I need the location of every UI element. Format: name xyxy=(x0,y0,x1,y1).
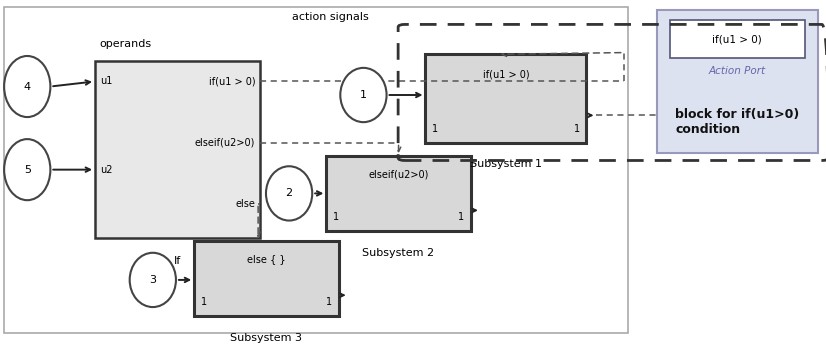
Ellipse shape xyxy=(4,139,50,200)
Text: else { }: else { } xyxy=(247,255,286,265)
Ellipse shape xyxy=(266,166,312,221)
Text: 1: 1 xyxy=(432,124,438,134)
Text: u1: u1 xyxy=(100,76,112,86)
Text: if(u1 > 0): if(u1 > 0) xyxy=(209,76,255,86)
Bar xyxy=(95,61,260,237)
Text: Subsystem 2: Subsystem 2 xyxy=(363,248,434,258)
Bar xyxy=(194,241,339,315)
Text: Subsystem 1: Subsystem 1 xyxy=(470,160,542,170)
Text: 5: 5 xyxy=(24,165,31,175)
Text: Action Port: Action Port xyxy=(709,66,766,76)
Text: 1: 1 xyxy=(333,212,339,222)
Text: If: If xyxy=(174,256,181,266)
Text: elseif(u2>0): elseif(u2>0) xyxy=(368,170,429,180)
Bar xyxy=(4,7,628,333)
Text: Subsystem 3: Subsystem 3 xyxy=(230,333,302,343)
Text: action signals: action signals xyxy=(292,12,368,22)
Text: if(u1 > 0): if(u1 > 0) xyxy=(712,34,762,44)
Bar xyxy=(670,20,805,58)
Bar xyxy=(657,10,818,153)
Text: 1: 1 xyxy=(326,297,332,307)
Text: u2: u2 xyxy=(100,165,112,175)
Text: 1: 1 xyxy=(458,212,464,222)
Bar xyxy=(425,54,586,142)
Text: operands: operands xyxy=(99,39,151,49)
Ellipse shape xyxy=(130,253,176,307)
Text: 3: 3 xyxy=(150,275,156,285)
Ellipse shape xyxy=(340,68,387,122)
Text: 2: 2 xyxy=(286,189,292,198)
Bar xyxy=(326,156,471,231)
Ellipse shape xyxy=(4,56,50,117)
Text: 4: 4 xyxy=(24,82,31,92)
Text: 1: 1 xyxy=(201,297,206,307)
Text: 1: 1 xyxy=(574,124,580,134)
Text: 1: 1 xyxy=(360,90,367,100)
Text: block for if(u1>0)
condition: block for if(u1>0) condition xyxy=(675,108,800,136)
Text: elseif(u2>0): elseif(u2>0) xyxy=(195,138,255,148)
Text: if(u1 > 0): if(u1 > 0) xyxy=(482,69,529,80)
Text: else: else xyxy=(235,198,255,208)
